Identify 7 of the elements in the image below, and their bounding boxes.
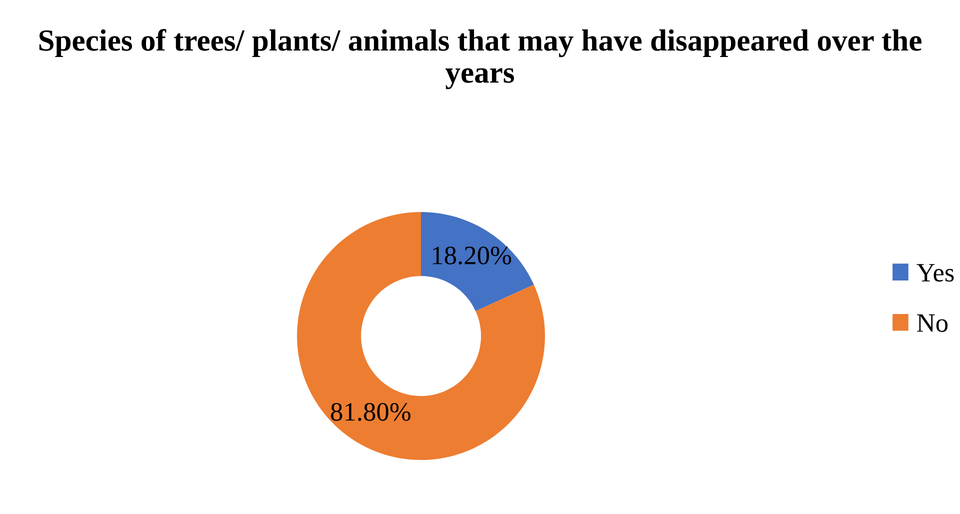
donut-slice — [421, 212, 534, 312]
legend-label: No — [917, 314, 948, 332]
data-label: 18.20% — [432, 246, 512, 265]
donut-slice — [297, 212, 545, 460]
legend-label: Yes — [916, 264, 954, 282]
chart-title: Species of trees/ plants/ animals that may have disappeared over the years — [39, 29, 922, 90]
data-label: 81.80% — [331, 403, 410, 421]
